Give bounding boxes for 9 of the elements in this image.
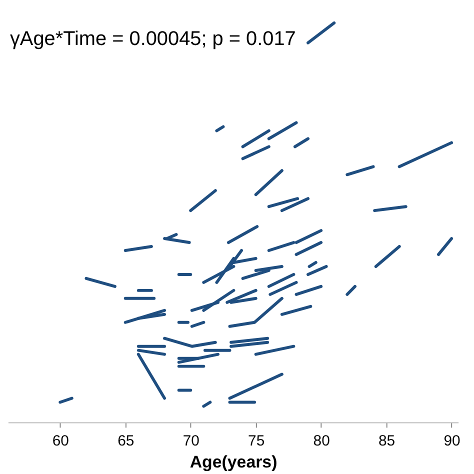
x-tick-label: 90 xyxy=(444,432,460,450)
x-tick-label: 75 xyxy=(248,432,265,450)
annotation: γAge*Time = 0.00045; p = 0.017 xyxy=(10,28,296,50)
x-tick-label: 80 xyxy=(313,432,330,450)
x-axis-title: Age(years) xyxy=(190,452,278,472)
x-tick-label: 65 xyxy=(118,432,134,450)
x-tick-label: 85 xyxy=(378,432,396,450)
x-tick-label: 70 xyxy=(182,432,200,450)
x-tick-label: 60 xyxy=(52,432,69,450)
